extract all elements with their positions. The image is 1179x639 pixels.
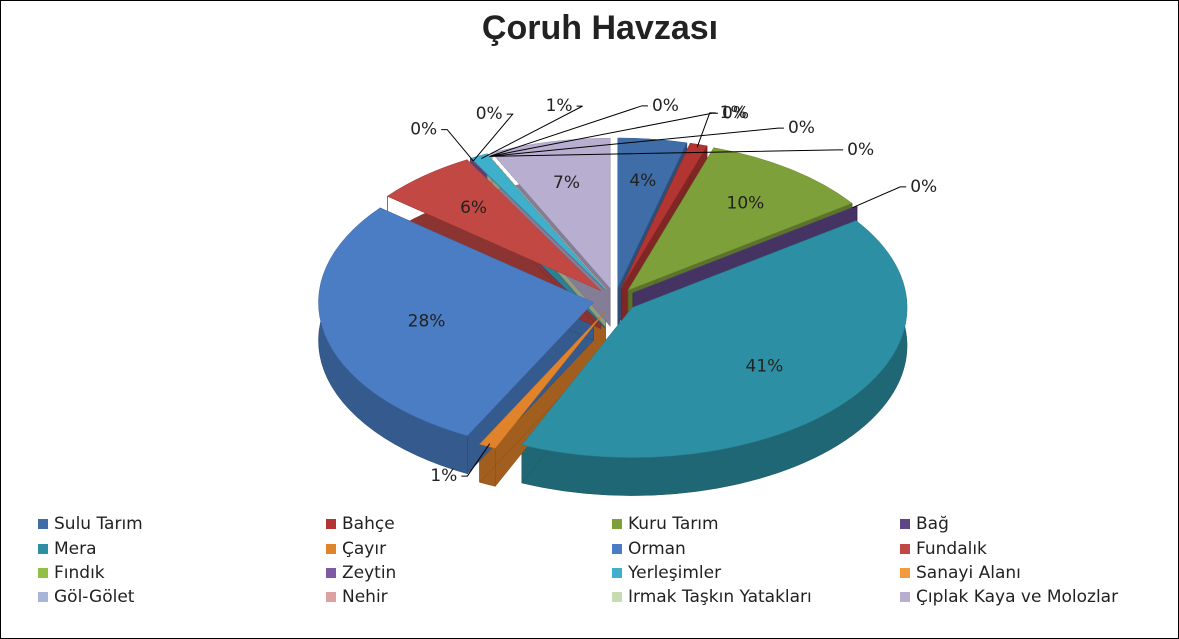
legend-label: Sulu Tarım (54, 514, 143, 534)
slice (386, 159, 602, 291)
legend-swatch (612, 519, 622, 529)
legend-swatch (612, 544, 622, 554)
legend-swatch (900, 568, 910, 578)
leader-line (481, 105, 583, 160)
data-label: 0% (910, 177, 937, 197)
data-label: 4% (629, 171, 656, 191)
legend-label: Çıplak Kaya ve Molozlar (916, 587, 1118, 607)
leader-line (441, 129, 474, 162)
legend-label: Nehir (342, 587, 388, 607)
legend: Sulu Tarım Bahçe Kuru Tarım Bağ Mera Çayır Orm… (38, 514, 1118, 607)
legend-swatch (900, 519, 910, 529)
legend-label: Göl-Gölet (54, 587, 135, 607)
legend-swatch (38, 519, 48, 529)
legend-swatch (38, 568, 48, 578)
legend-swatch (612, 568, 622, 578)
legend-label: Bağ (916, 514, 949, 534)
slice (487, 153, 606, 290)
legend-swatch (326, 519, 336, 529)
legend-label: Fundalık (916, 539, 987, 559)
legend-label: Kuru Tarım (628, 514, 719, 534)
leader-line (489, 149, 844, 157)
data-label: 10% (727, 193, 765, 213)
legend-swatch (326, 544, 336, 554)
data-label: 6% (460, 198, 487, 218)
chart-title: Çoruh Havzası (482, 9, 718, 47)
data-label: 7% (553, 173, 580, 193)
legend-swatch (326, 592, 336, 602)
legend-label: Fındık (54, 563, 105, 583)
data-label: 1% (546, 96, 573, 116)
data-label: 0% (722, 103, 749, 123)
slice (521, 220, 908, 458)
leader-line (472, 113, 514, 162)
legend-label: Çayır (342, 539, 386, 559)
legend-swatch (900, 544, 910, 554)
leader-line (489, 112, 719, 157)
legend-swatch (900, 592, 910, 602)
legend-label: Bahçe (342, 514, 395, 534)
legend-label: Orman (628, 539, 686, 559)
labels: 4%10%41%28%6%7%1%0%1%0%0% 1% 0% 0%0%0% (408, 96, 938, 486)
slice (627, 147, 853, 291)
data-label: 1% (720, 103, 747, 123)
data-label: 0% (847, 140, 874, 160)
data-label: 41% (746, 356, 784, 376)
data-label: 28% (408, 312, 446, 332)
leader-line (489, 105, 648, 157)
legend-label: Irmak Taşkın Yatakları (628, 587, 812, 607)
legend-label: Yerleşimler (627, 563, 721, 583)
leader-line (852, 186, 907, 209)
legend-label: Sanayi Alanı (916, 563, 1021, 583)
data-label: 1% (430, 466, 457, 486)
legend-swatch (38, 592, 48, 602)
slice (318, 207, 594, 437)
leader-line (461, 443, 491, 477)
data-label: 0% (788, 118, 815, 138)
legend-label: Zeytin (342, 563, 396, 583)
legend-swatch (326, 568, 336, 578)
slice (617, 137, 688, 289)
legend-swatch (38, 544, 48, 554)
data-label: 0% (410, 120, 437, 140)
slice-tops (318, 137, 908, 458)
leader-line (489, 127, 784, 157)
legend-swatch (612, 592, 622, 602)
data-label: 0% (476, 104, 503, 124)
data-label: 0% (652, 96, 679, 116)
legend-label: Mera (54, 539, 97, 559)
